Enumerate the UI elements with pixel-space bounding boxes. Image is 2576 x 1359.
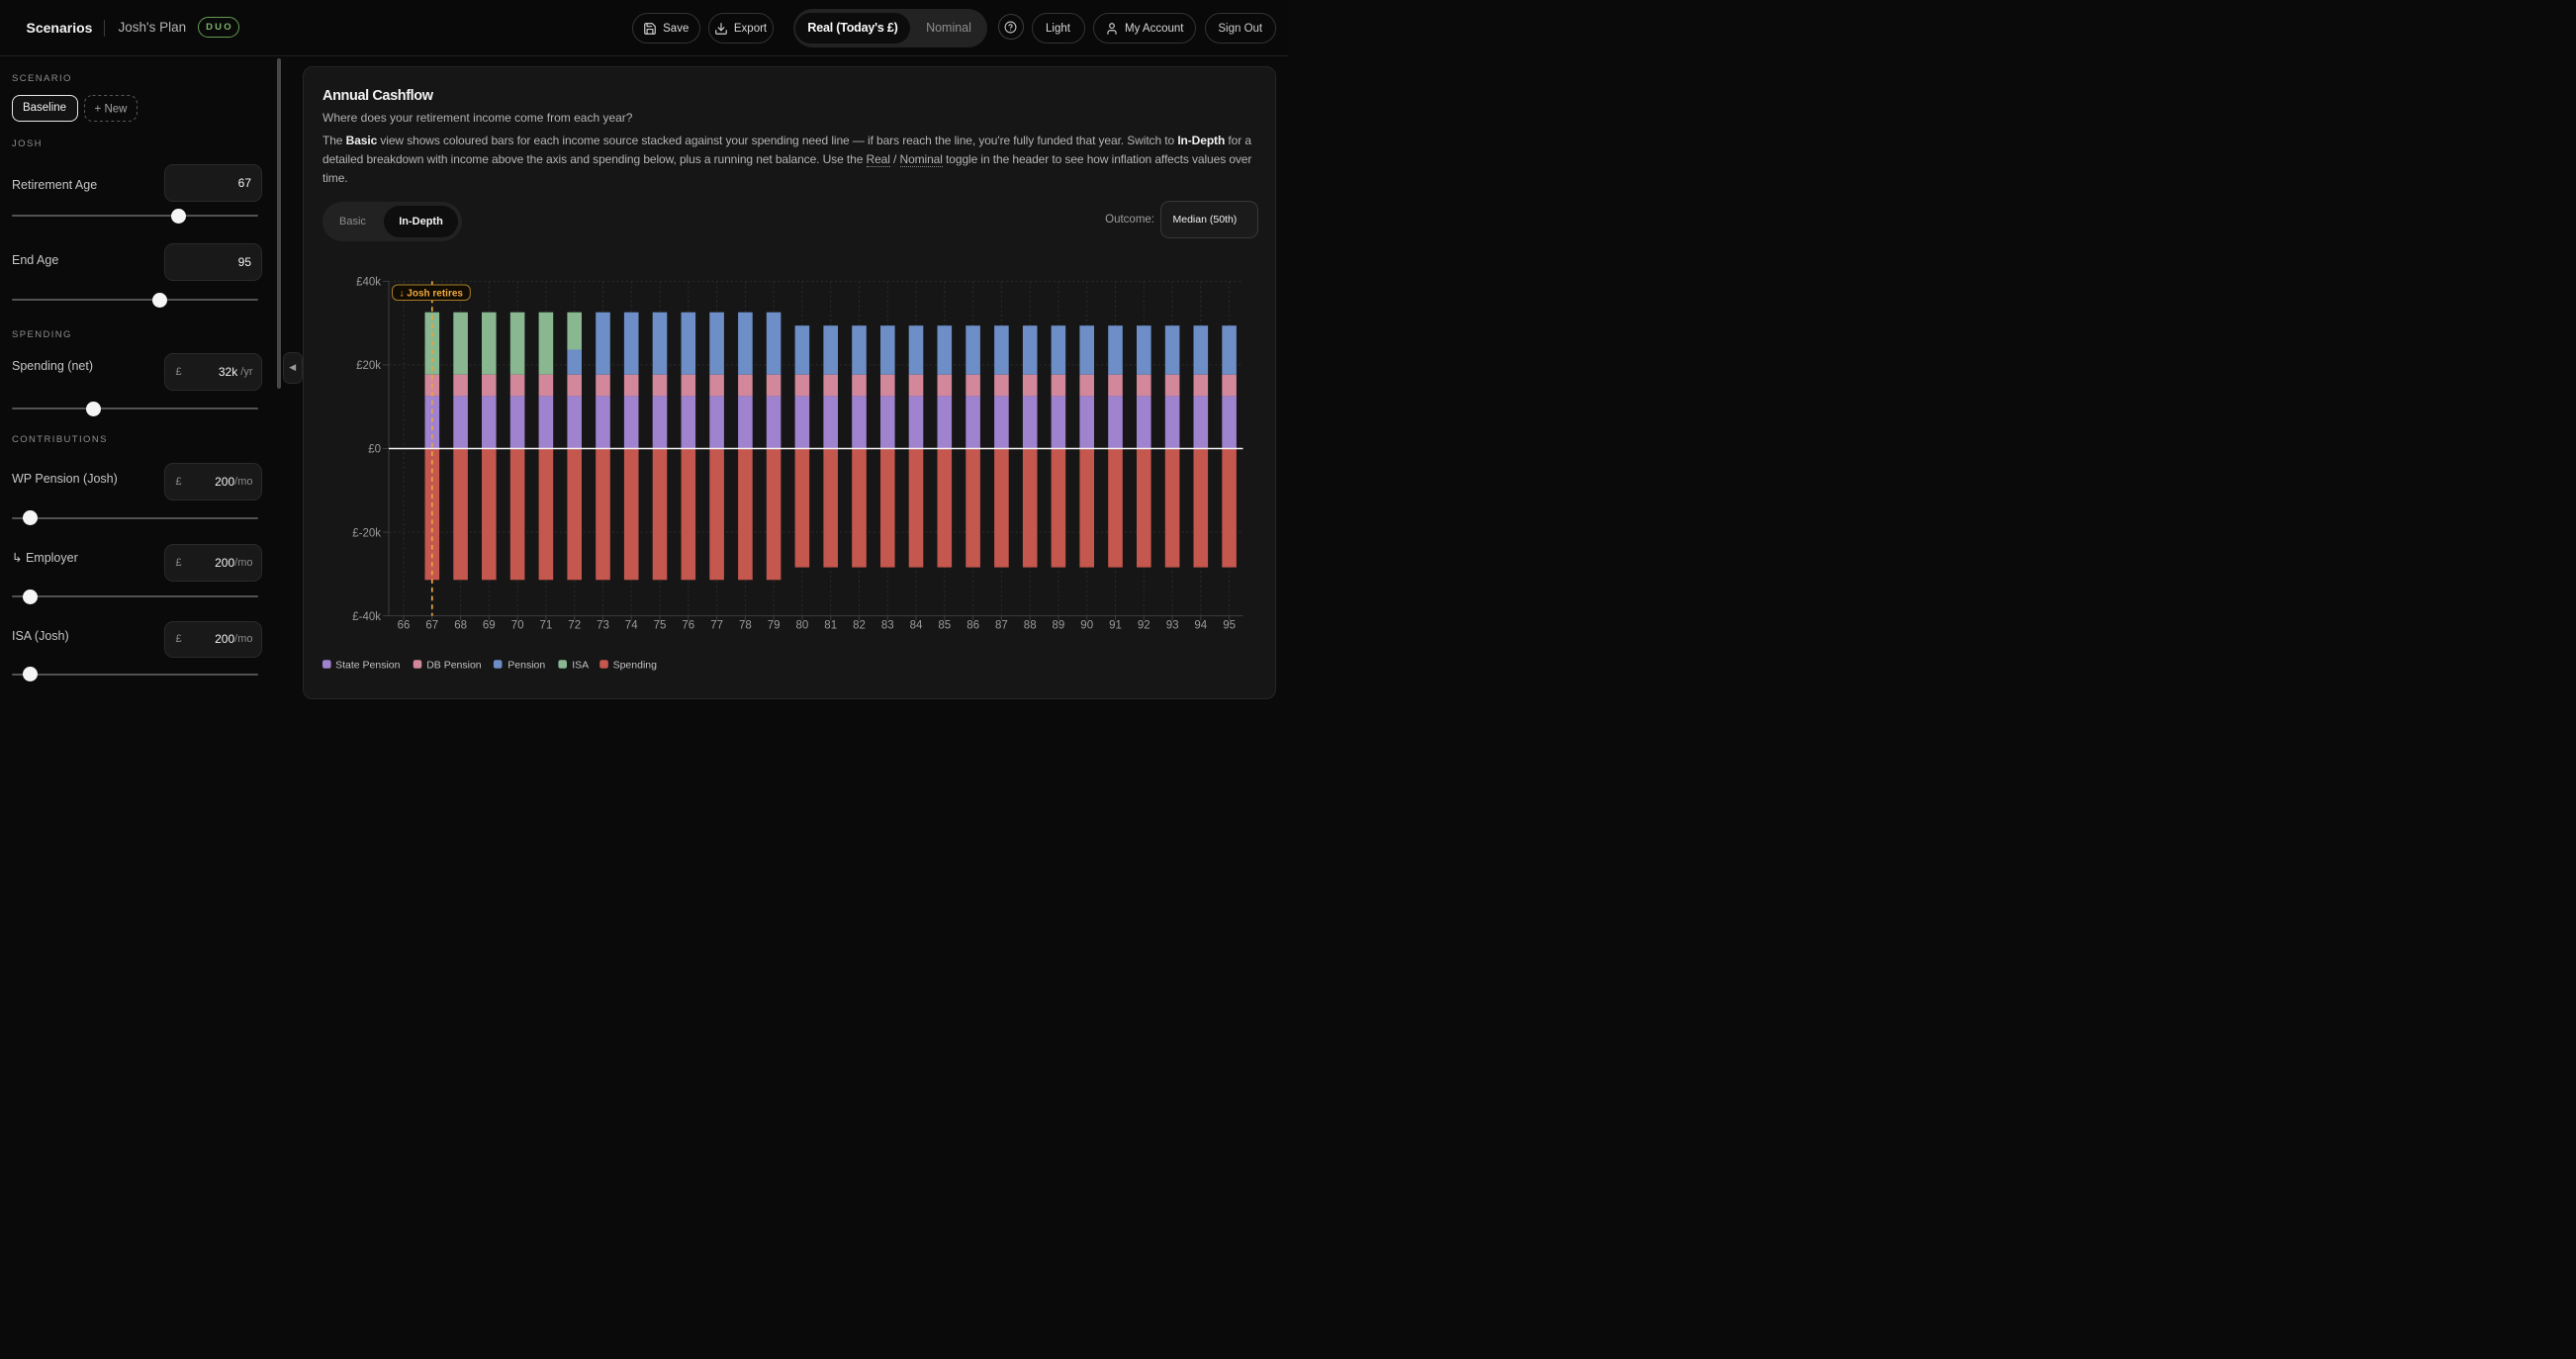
svg-text:69: 69 <box>483 620 496 632</box>
svg-text:89: 89 <box>1053 620 1065 632</box>
svg-text:79: 79 <box>768 620 781 632</box>
svg-text:76: 76 <box>682 620 694 632</box>
svg-text:82: 82 <box>853 620 866 632</box>
svg-text:91: 91 <box>1109 620 1122 632</box>
svg-text:74: 74 <box>625 620 638 632</box>
svg-text:84: 84 <box>910 620 923 632</box>
svg-text:90: 90 <box>1080 620 1093 632</box>
svg-text:80: 80 <box>796 620 809 632</box>
svg-text:93: 93 <box>1166 620 1179 632</box>
svg-text:72: 72 <box>568 620 581 632</box>
svg-text:86: 86 <box>966 620 979 632</box>
svg-text:70: 70 <box>511 620 524 632</box>
svg-text:83: 83 <box>881 620 894 632</box>
svg-text:81: 81 <box>824 620 837 632</box>
svg-text:87: 87 <box>995 620 1008 632</box>
svg-text:88: 88 <box>1024 620 1037 632</box>
svg-text:66: 66 <box>398 620 411 632</box>
svg-text:£-40k: £-40k <box>352 611 381 623</box>
svg-text:State Pension: State Pension <box>335 660 401 672</box>
svg-text:78: 78 <box>739 620 752 632</box>
svg-text:Spending: Spending <box>613 660 658 672</box>
svg-text:DB Pension: DB Pension <box>426 660 482 672</box>
svg-text:92: 92 <box>1138 620 1150 632</box>
svg-text:67: 67 <box>425 620 438 632</box>
svg-text:68: 68 <box>454 620 467 632</box>
svg-text:71: 71 <box>540 620 553 632</box>
svg-text:£20k: £20k <box>356 360 381 372</box>
svg-text:75: 75 <box>654 620 667 632</box>
svg-text:£0: £0 <box>368 444 381 456</box>
svg-text:95: 95 <box>1223 620 1236 632</box>
svg-text:77: 77 <box>710 620 723 632</box>
svg-text:ISA: ISA <box>572 660 589 672</box>
svg-text:+ New: + New <box>95 103 129 115</box>
svg-text:£40k: £40k <box>356 277 381 289</box>
svg-text:£-20k: £-20k <box>352 527 381 539</box>
svg-text:85: 85 <box>938 620 951 632</box>
svg-text:Pension: Pension <box>507 660 545 672</box>
svg-text:94: 94 <box>1194 620 1207 632</box>
svg-text:↓ Josh retires: ↓ Josh retires <box>400 288 464 299</box>
svg-text:73: 73 <box>597 620 609 632</box>
